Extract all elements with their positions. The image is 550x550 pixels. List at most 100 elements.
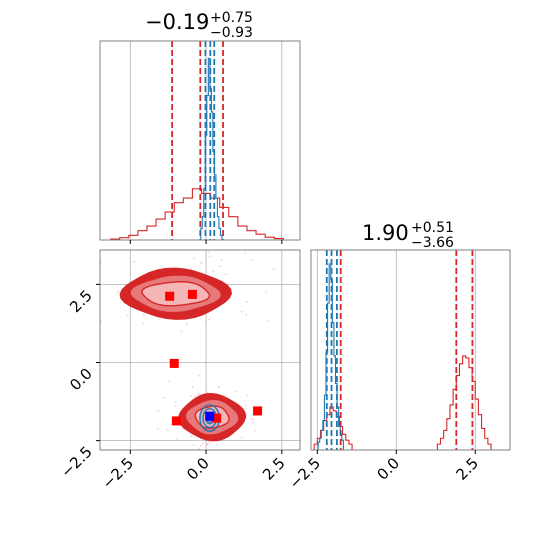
- joint-plot-area: [93, 232, 300, 477]
- sample-point: [200, 444, 203, 447]
- sample-point: [272, 268, 275, 271]
- blue-histogram: [200, 57, 223, 240]
- sample-point: [208, 318, 210, 321]
- sample-point: [166, 428, 169, 431]
- sample-point: [207, 391, 209, 394]
- sample-point: [193, 395, 196, 398]
- param1-title: −0.19 +0.75 −0.93: [145, 10, 253, 41]
- sample-point: [193, 257, 195, 260]
- sample-point: [245, 414, 248, 416]
- sample-point: [265, 290, 267, 293]
- sample-point: [174, 401, 177, 404]
- sample-point: [133, 260, 136, 263]
- sample-point: [202, 442, 205, 445]
- param2-title-lower: −3.66: [411, 235, 454, 251]
- sample-point: [163, 396, 166, 399]
- sample-point: [251, 259, 254, 261]
- sample-point: [142, 322, 145, 325]
- sample-point: [154, 232, 156, 234]
- sample-point: [234, 390, 237, 393]
- sample-point: [156, 428, 159, 430]
- param1-title-lower: −0.93: [210, 25, 253, 41]
- red-marker: [169, 358, 179, 368]
- param2-title-value: 1.90: [362, 221, 409, 245]
- sample-point: [191, 385, 194, 388]
- sample-point: [176, 438, 179, 441]
- sample-point: [240, 436, 243, 439]
- joint-y-tick-label: −2.5: [57, 443, 95, 481]
- red-marker: [171, 416, 181, 426]
- sample-point: [244, 404, 247, 407]
- top-plot-area: [110, 41, 284, 240]
- param1-title-upper: +0.75: [210, 10, 253, 26]
- sample-point: [126, 314, 129, 317]
- sample-point: [219, 265, 222, 267]
- sample-point: [117, 290, 119, 293]
- sample-point: [198, 448, 200, 450]
- param2-title-upper: +0.51: [411, 220, 454, 236]
- red-marker: [212, 413, 222, 423]
- sample-point: [208, 441, 210, 443]
- sample-point: [220, 259, 223, 262]
- sample-point: [224, 394, 227, 397]
- sample-point: [200, 261, 203, 264]
- sample-point: [208, 255, 211, 258]
- red-histogram: [313, 355, 492, 450]
- right-frame: [310, 249, 511, 451]
- sample-point: [217, 386, 220, 388]
- sample-point: [250, 417, 253, 420]
- sample-point: [246, 394, 249, 397]
- sample-point: [168, 380, 170, 383]
- param2-title: 1.90 +0.51 −3.66: [362, 220, 454, 251]
- sample-point: [174, 405, 177, 408]
- joint-y-tick-label: 2.5: [66, 286, 96, 316]
- param1-marginal-histogram: [99, 40, 301, 244]
- joint-contour-plot: −2.5 0.0 2.5 −2.5 0.0 2.5: [57, 232, 301, 493]
- blue-marker: [205, 411, 215, 421]
- sample-point: [246, 301, 248, 304]
- sample-point: [147, 475, 149, 477]
- joint-frame: [99, 249, 301, 451]
- sample-point: [252, 421, 255, 424]
- sample-point: [197, 393, 200, 395]
- sample-point: [266, 320, 269, 323]
- sample-point: [240, 310, 243, 313]
- sample-point: [212, 270, 215, 273]
- joint-y-tick-label: 0.0: [66, 365, 96, 395]
- param2-marginal-histogram: −2.5 0.0 2.5: [286, 249, 511, 493]
- joint-x-tick-label: 2.5: [259, 454, 289, 484]
- sample-point: [254, 430, 257, 433]
- sample-point: [142, 313, 145, 316]
- sample-point: [198, 374, 201, 377]
- sample-point: [157, 409, 160, 412]
- sample-point: [93, 240, 95, 242]
- right-x-tick-label: −2.5: [286, 454, 324, 492]
- sample-point: [244, 252, 247, 255]
- sample-point: [245, 313, 247, 316]
- sample-point: [216, 443, 218, 446]
- right-x-tick-label: 0.0: [374, 454, 404, 484]
- sample-point: [190, 435, 193, 438]
- param1-title-value: −0.19: [145, 10, 209, 34]
- sample-point: [180, 330, 183, 332]
- red-marker: [253, 406, 263, 416]
- sample-point: [254, 456, 256, 458]
- sample-point: [181, 427, 184, 430]
- sample-point: [190, 268, 192, 270]
- right-x-tick-label: 2.5: [452, 454, 482, 484]
- sample-point: [192, 444, 195, 446]
- sample-point: [208, 251, 211, 254]
- red-marker: [165, 291, 175, 301]
- sample-point: [206, 443, 209, 446]
- red-contour: [141, 280, 211, 307]
- red-marker: [187, 289, 197, 299]
- sample-point: [224, 273, 227, 275]
- joint-x-tick-label: −2.5: [99, 454, 137, 492]
- sample-point: [185, 322, 188, 325]
- sample-point: [190, 394, 193, 397]
- right-plot-area: [313, 250, 492, 450]
- sample-point: [253, 418, 256, 421]
- sample-point: [158, 318, 161, 321]
- sample-point: [204, 320, 207, 323]
